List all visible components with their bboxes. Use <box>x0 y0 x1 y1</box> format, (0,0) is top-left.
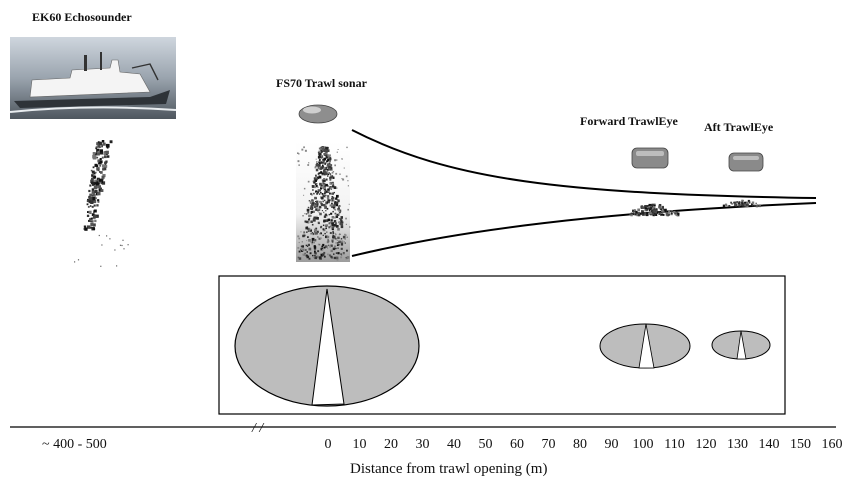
ek60-label: EK60 Echosounder <box>32 10 132 24</box>
axis-title: Distance from trawl opening (m) <box>350 461 547 477</box>
axis-tick-label: 110 <box>664 437 684 452</box>
axis-tick-label: 10 <box>353 437 367 452</box>
axis-tick-label: 40 <box>447 437 461 452</box>
axis-tick-label: 100 <box>633 437 654 452</box>
far-range-label: ~ 400 - 500 <box>42 437 107 452</box>
forward-trawleye-footprint <box>599 323 691 369</box>
fs70-label: FS70 Trawl sonar <box>276 76 367 90</box>
axis-tick-label: 70 <box>542 437 556 452</box>
ek60-echogram <box>74 140 129 267</box>
axis-tick-label: 60 <box>510 437 524 452</box>
axis-tick-label: 50 <box>479 437 493 452</box>
axis-tick-label: 150 <box>790 437 811 452</box>
axis-tick-label: 120 <box>696 437 717 452</box>
distance-axis: / / ~ 400 - 500 0 10 20 30 40 50 60 70 80 90 100 11… <box>10 421 843 477</box>
axis-tick-label: 130 <box>727 437 748 452</box>
axis-tick-label: 160 <box>822 437 843 452</box>
beam-coverage-panel <box>218 275 786 415</box>
research-vessel-image <box>9 37 177 119</box>
forward-trawleye-device <box>631 147 669 169</box>
aft-trawleye-label: Aft TrawlEye <box>704 120 774 134</box>
axis-tick-label: 20 <box>384 437 398 452</box>
axis-tick-label: 140 <box>759 437 780 452</box>
axis-tick-label: 30 <box>416 437 430 452</box>
axis-tick-label: 80 <box>573 437 587 452</box>
axis-tick-labels: 0 10 20 30 40 50 60 70 80 90 100 110 120 130 140 150 160 <box>325 437 843 452</box>
forward-trawleye-label: Forward TrawlEye <box>580 114 678 128</box>
fs70-echogram <box>296 142 351 262</box>
fs70-sonar-device <box>298 104 338 124</box>
trawl-net-outline <box>351 129 817 257</box>
fs70-beam-footprint <box>234 285 420 407</box>
aft-trawleye-footprint <box>711 330 771 360</box>
aft-trawleye-device <box>728 152 764 172</box>
fish-aggregations <box>629 199 761 217</box>
axis-break-mark: / / <box>251 421 264 436</box>
axis-tick-label: 90 <box>605 437 619 452</box>
axis-tick-label: 0 <box>325 437 332 452</box>
